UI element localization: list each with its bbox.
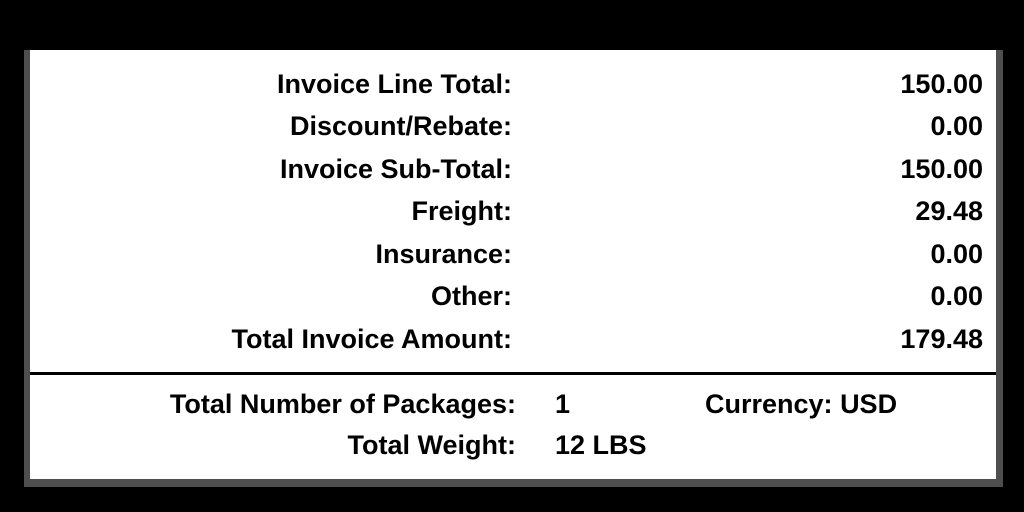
invoice-summary-panel: Invoice Line Total: 150.00 Discount/Reba… [24,50,1003,487]
total-weight-label: Total Weight: [347,430,516,460]
other-row: Other: 0.00 [30,276,996,319]
discount-rebate-label: Discount/Rebate: [289,111,512,142]
invoice-sub-total-value: 150.00 [900,153,983,184]
weight-row: Total Weight: 12 LBS [30,425,996,466]
shipment-info-section: Total Number of Packages: 1 Currency: US… [30,375,996,476]
freight-label: Freight: [411,196,513,227]
total-invoice-amount-label: Total Invoice Amount: [231,323,513,354]
currency-group: Currency: USD [705,389,897,420]
other-label: Other: [431,281,512,312]
packages-row: Total Number of Packages: 1 Currency: US… [30,384,996,425]
discount-rebate-row: Discount/Rebate: 0.00 [30,106,996,149]
discount-rebate-value: 0.00 [930,111,983,142]
freight-row: Freight: 29.48 [30,191,996,234]
invoice-line-total-row: Invoice Line Total: 150.00 [30,63,996,106]
currency-value: USD [840,389,898,419]
freight-value: 29.48 [915,196,983,227]
insurance-label: Insurance: [375,238,512,269]
invoice-line-total-value: 150.00 [900,68,983,99]
total-invoice-amount-value: 179.48 [900,323,983,354]
invoice-totals-section: Invoice Line Total: 150.00 Discount/Reba… [30,50,996,375]
insurance-value: 0.00 [930,238,983,269]
currency-label: Currency: [705,389,833,419]
total-weight-value: 12 LBS [555,430,647,460]
invoice-line-total-label: Invoice Line Total: [276,68,512,99]
total-packages-label: Total Number of Packages: [169,389,516,419]
total-invoice-amount-row: Total Invoice Amount: 179.48 [30,318,996,361]
invoice-sub-total-row: Invoice Sub-Total: 150.00 [30,148,996,191]
other-value: 0.00 [930,281,983,312]
total-packages-value: 1 [555,389,571,419]
insurance-row: Insurance: 0.00 [30,233,996,276]
invoice-sub-total-label: Invoice Sub-Total: [279,153,512,184]
